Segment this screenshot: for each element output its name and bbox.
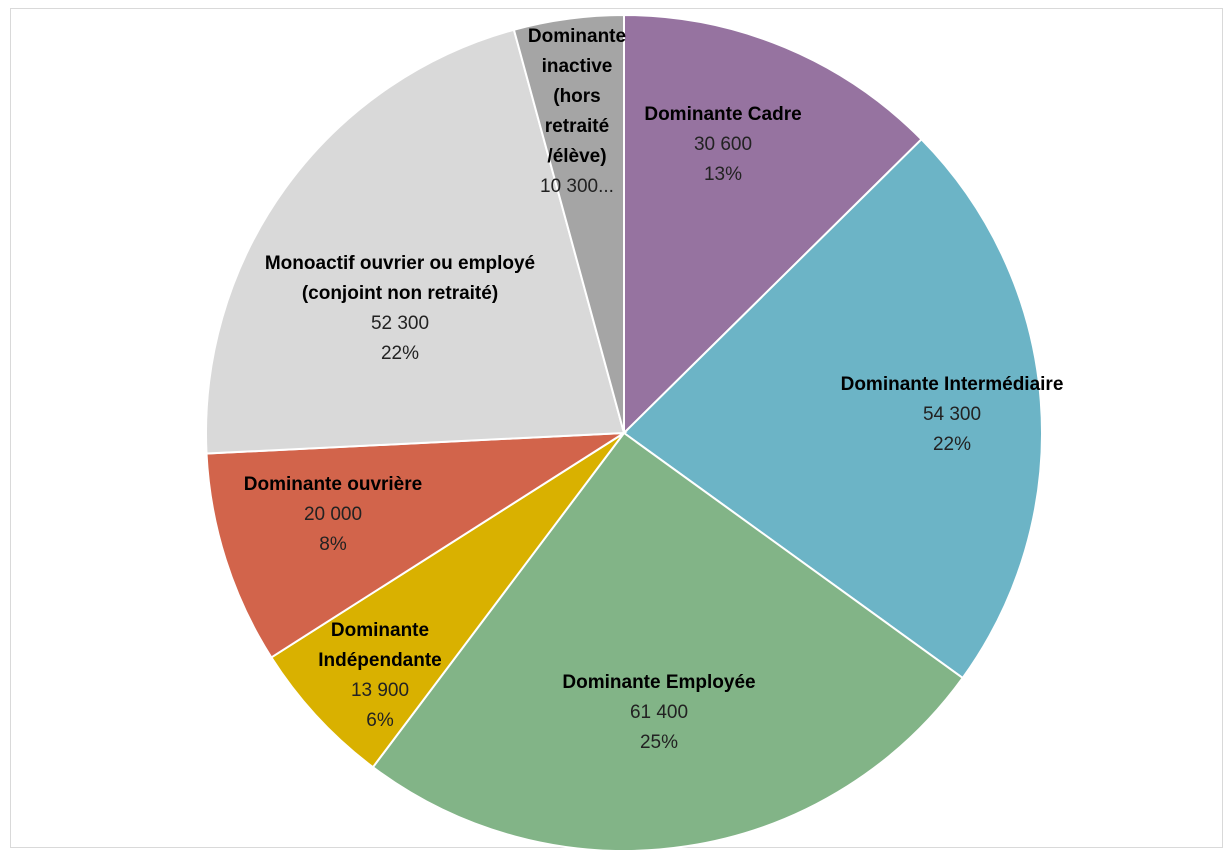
slice-name-label: retraité [545,116,609,137]
slice-name-label: Dominante Cadre [644,104,801,125]
data-label-intermediaire: Dominante Intermédiaire 54 300 22% [841,374,1064,455]
pie-slice-inactive [512,13,625,434]
data-label-monoactif: Monoactif ouvrier ou employé (conjoint no… [265,253,535,364]
slice-percent-label: 13% [704,164,742,185]
slice-value-label: 52 300 [371,313,429,334]
data-label-independante: Dominante Indépendante 13 900 6% [318,620,442,731]
slice-name-label: (hors [553,86,601,107]
data-label-employee: Dominante Employée 61 400 25% [562,672,755,753]
pie-slice-employee [371,431,965,850]
slice-name-label: Indépendante [318,650,442,671]
pie-slice-independante [269,432,625,769]
pie-slice-monoactif [205,28,626,455]
slice-value-label: 54 300 [923,404,981,425]
data-label-inactive: Dominante inactive (hors retraité/élève) 10 … [528,26,626,197]
pie-slice-cadre [623,13,923,436]
slice-percent-label: 8% [319,534,347,555]
pie-slice-intermediaire [622,137,1043,680]
data-label-ouvriere: Dominante ouvrière 20 000 8% [244,474,422,555]
slice-name-label: Dominante [331,620,429,641]
slice-percent-label: 22% [381,343,419,364]
slice-name-label: /élève) [547,146,606,167]
pie-slice-ouvriere [205,431,628,659]
slice-value-label: 30 600 [694,134,752,155]
slice-value-label: 10 300... [540,176,614,197]
slice-name-label: Dominante [528,26,626,47]
slice-percent-label: 25% [640,732,678,753]
slice-name-label: (conjoint non retraité) [302,283,498,304]
data-label-cadre: Dominante Cadre 30 600 13% [644,104,801,185]
slice-name-label: Monoactif ouvrier ou employé [265,253,535,274]
slice-value-label: 61 400 [630,702,688,723]
slice-name-label: inactive [542,56,613,77]
slice-name-label: Dominante ouvrière [244,474,422,495]
slice-name-label: Dominante Employée [562,672,755,693]
slice-value-label: 20 000 [304,504,362,525]
slice-name-label: Dominante Intermédiaire [841,374,1064,395]
slice-value-label: 13 900 [351,680,409,701]
slice-percent-label: 22% [933,434,971,455]
slice-percent-label: 6% [366,710,394,731]
